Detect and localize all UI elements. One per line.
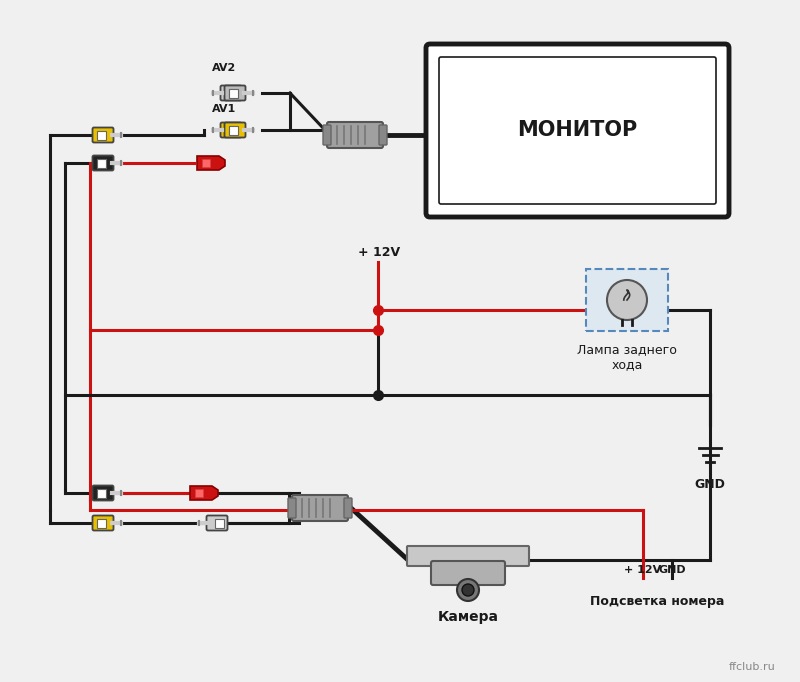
- FancyBboxPatch shape: [93, 128, 114, 143]
- FancyBboxPatch shape: [292, 495, 348, 521]
- Text: Камера: Камера: [438, 610, 498, 624]
- Text: ffclub.ru: ffclub.ru: [728, 662, 775, 672]
- FancyBboxPatch shape: [426, 44, 729, 217]
- Text: GND: GND: [658, 565, 686, 575]
- FancyBboxPatch shape: [431, 561, 505, 585]
- FancyBboxPatch shape: [194, 489, 203, 497]
- Text: GND: GND: [694, 478, 726, 491]
- Text: AV1: AV1: [212, 104, 236, 114]
- Text: AV2: AV2: [212, 63, 236, 73]
- FancyBboxPatch shape: [407, 546, 529, 566]
- FancyBboxPatch shape: [221, 85, 242, 100]
- Text: МОНИТОР: МОНИТОР: [518, 121, 638, 140]
- FancyBboxPatch shape: [379, 125, 387, 145]
- Polygon shape: [190, 486, 218, 500]
- Polygon shape: [197, 156, 225, 170]
- FancyBboxPatch shape: [225, 85, 246, 100]
- Circle shape: [607, 280, 647, 320]
- FancyBboxPatch shape: [97, 518, 106, 527]
- FancyBboxPatch shape: [344, 498, 352, 518]
- FancyBboxPatch shape: [229, 89, 238, 98]
- FancyBboxPatch shape: [97, 488, 106, 497]
- Circle shape: [457, 579, 479, 601]
- FancyBboxPatch shape: [439, 57, 716, 204]
- FancyBboxPatch shape: [206, 516, 227, 531]
- FancyBboxPatch shape: [229, 89, 238, 98]
- FancyBboxPatch shape: [93, 155, 114, 170]
- FancyBboxPatch shape: [229, 125, 238, 134]
- FancyBboxPatch shape: [93, 516, 114, 531]
- FancyBboxPatch shape: [214, 518, 223, 527]
- Text: Лампа заднего
хода: Лампа заднего хода: [577, 343, 677, 371]
- FancyBboxPatch shape: [202, 159, 210, 167]
- FancyBboxPatch shape: [93, 486, 114, 501]
- Text: + 12V: + 12V: [358, 246, 400, 258]
- FancyBboxPatch shape: [327, 122, 383, 148]
- Circle shape: [462, 584, 474, 596]
- Text: + 12V: + 12V: [624, 565, 662, 575]
- FancyBboxPatch shape: [97, 158, 106, 168]
- FancyBboxPatch shape: [288, 498, 296, 518]
- FancyBboxPatch shape: [229, 125, 238, 134]
- FancyBboxPatch shape: [323, 125, 331, 145]
- FancyBboxPatch shape: [221, 123, 242, 138]
- FancyBboxPatch shape: [225, 123, 246, 138]
- FancyBboxPatch shape: [97, 130, 106, 140]
- FancyBboxPatch shape: [586, 269, 668, 331]
- Text: Подсветка номера: Подсветка номера: [590, 595, 725, 608]
